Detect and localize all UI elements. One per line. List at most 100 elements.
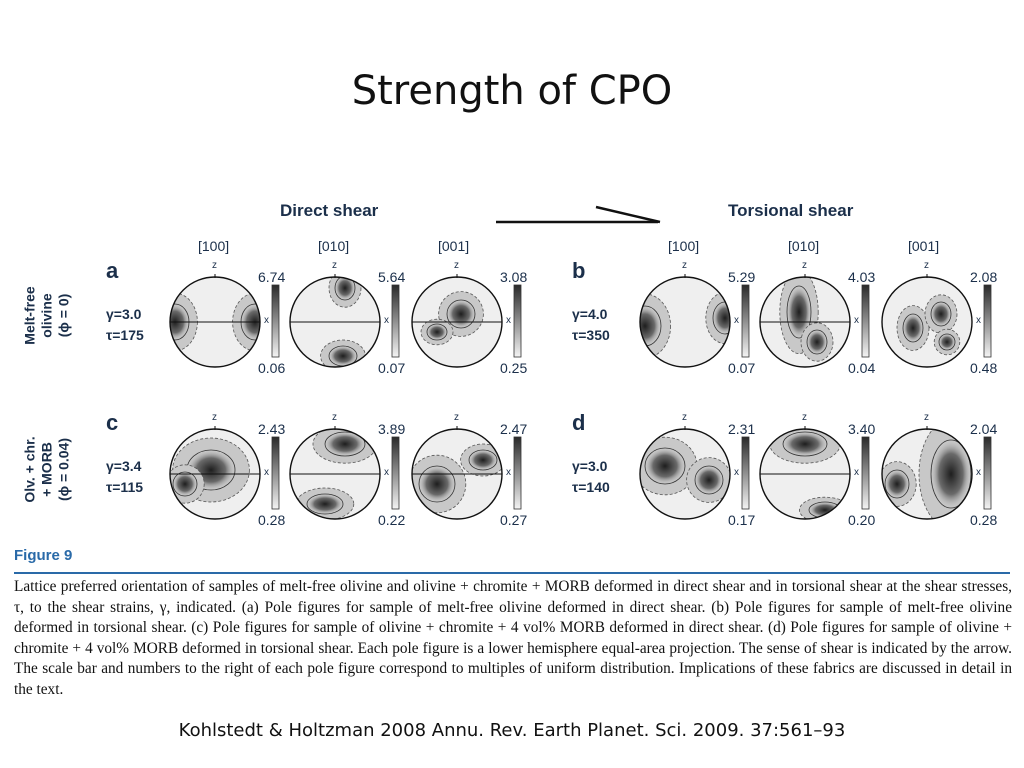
- x-axis-label: x: [854, 467, 859, 478]
- density-maximum: [644, 447, 686, 485]
- scale-min-value: 0.06: [258, 360, 286, 376]
- pole-figure-plot: [289, 426, 381, 520]
- z-axis-label: z: [682, 260, 687, 271]
- scale-min-value: 0.22: [378, 512, 406, 528]
- scale-max-value: 2.04: [970, 421, 998, 437]
- pole-figure-plot: [639, 274, 731, 368]
- density-contour-line: [896, 305, 930, 351]
- scale-max-value: 2.43: [258, 421, 286, 437]
- tau-value: τ=115: [106, 479, 144, 495]
- density-maximum: [930, 301, 952, 327]
- scale-max-value: 6.74: [258, 269, 286, 285]
- scale-max-value: 3.89: [378, 421, 406, 437]
- density-maximum: [808, 501, 842, 519]
- scale-max-value: 3.08: [500, 269, 528, 285]
- panel-b-params: γ=4.0 τ=350: [572, 304, 610, 346]
- scale-max-value: 3.40: [848, 421, 876, 437]
- density-maximum: [884, 469, 910, 499]
- z-axis-label: z: [454, 412, 459, 423]
- column-header-001-a: [001]: [438, 238, 470, 254]
- figure-caption: Lattice preferred orientation of samples…: [14, 578, 1012, 698]
- density-contour-line: [412, 454, 467, 514]
- scale-max-value: 2.47: [500, 421, 528, 437]
- x-axis-label: x: [264, 467, 269, 478]
- density-contour-line: [170, 464, 205, 504]
- density-contour-line: [328, 277, 362, 308]
- x-axis-label: x: [976, 467, 981, 478]
- density-contour-line: [438, 291, 484, 337]
- row-label-line: olivine: [38, 293, 55, 338]
- pole-figure-plot: [759, 426, 851, 520]
- scale-min-value: 0.07: [728, 360, 756, 376]
- density-contour-line: [420, 318, 454, 346]
- scale-min-value: 0.04: [848, 360, 876, 376]
- mud-scale-bar: [271, 284, 280, 358]
- mud-scale-bar: [513, 436, 522, 510]
- shear-arrow-head: [595, 205, 661, 224]
- panel-label-b: b: [572, 258, 586, 283]
- x-axis-label: x: [734, 315, 739, 326]
- z-axis-label: z: [924, 412, 929, 423]
- density-contour-line: [779, 277, 819, 354]
- z-axis-label: z: [924, 260, 929, 271]
- mud-scale-bar: [391, 284, 400, 358]
- x-axis-label: x: [506, 467, 511, 478]
- scale-min-value: 0.48: [970, 360, 998, 376]
- x-axis-label: x: [506, 315, 511, 326]
- panel-label-d: d: [572, 410, 586, 435]
- gamma-value: γ=3.4: [106, 458, 142, 474]
- density-maximum: [694, 465, 724, 495]
- x-axis-label: x: [264, 315, 269, 326]
- tau-value: τ=350: [572, 327, 610, 343]
- mud-scale-bar: [983, 284, 992, 358]
- panel-c-params: γ=3.4 τ=115: [106, 456, 143, 498]
- pole-figure-plot: [639, 426, 731, 520]
- column-header-010-b: [010]: [788, 238, 820, 254]
- mud-scale-bar: [741, 436, 750, 510]
- x-axis-label: x: [976, 315, 981, 326]
- row-label-melt-free: Melt-free olivine (ϕ = 0): [22, 261, 73, 371]
- pole-figure-plot: [411, 274, 503, 368]
- density-maximum: [468, 449, 498, 471]
- pole-figure-plot: [411, 426, 503, 520]
- row-label-line: + MORB: [38, 442, 55, 497]
- density-contour-line: [799, 496, 850, 519]
- pole-figure-plot: [881, 426, 973, 520]
- scale-min-value: 0.25: [500, 360, 528, 376]
- density-maximum: [782, 431, 828, 457]
- z-axis-label: z: [802, 260, 807, 271]
- density-maximum: [306, 493, 344, 515]
- mud-scale-bar: [983, 436, 992, 510]
- panel-label-a: a: [106, 258, 119, 283]
- density-contour-line: [460, 443, 502, 477]
- pole-figure-plot: [759, 274, 851, 368]
- row-label-line: Olv. + chr.: [21, 436, 38, 503]
- scale-min-value: 0.28: [258, 512, 286, 528]
- mud-scale-bar: [513, 284, 522, 358]
- scale-max-value: 2.31: [728, 421, 756, 437]
- density-maximum: [938, 333, 956, 351]
- density-maximum: [902, 313, 924, 343]
- density-maximum: [786, 285, 812, 339]
- z-axis-label: z: [332, 260, 337, 271]
- row-label-line: (ϕ = 0): [55, 293, 72, 338]
- mud-scale-bar: [861, 436, 870, 510]
- scale-min-value: 0.27: [500, 512, 528, 528]
- column-header-010-a: [010]: [318, 238, 350, 254]
- gamma-value: γ=3.0: [106, 306, 142, 322]
- mud-scale-bar: [861, 284, 870, 358]
- gamma-value: γ=4.0: [572, 306, 608, 322]
- scale-max-value: 4.03: [848, 269, 876, 285]
- pole-figure-plot: [169, 274, 261, 368]
- x-axis-label: x: [384, 467, 389, 478]
- figure-label: Figure 9: [14, 547, 73, 564]
- z-axis-label: z: [332, 412, 337, 423]
- mud-scale-bar: [391, 436, 400, 510]
- density-maximum: [806, 329, 828, 355]
- gamma-value: γ=3.0: [572, 458, 608, 474]
- scale-min-value: 0.20: [848, 512, 876, 528]
- density-contour-line: [918, 429, 972, 519]
- panel-a-params: γ=3.0 τ=175: [106, 304, 144, 346]
- density-maximum: [418, 465, 456, 503]
